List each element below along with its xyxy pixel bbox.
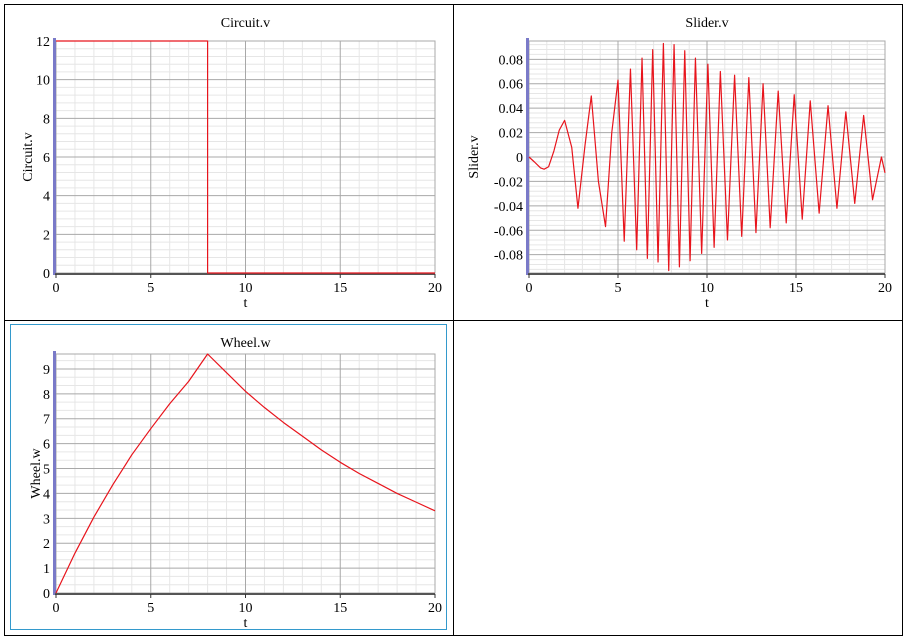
wheel-w-y-axis-label: Wheel.w bbox=[29, 448, 44, 499]
plot-cell-circuit-v[interactable]: Circuit.v 0 5 10 15 20 0 2 4 6 8 10 12 t Circuit.v bbox=[5, 5, 454, 321]
circuit-v-y-tick-label: 4 bbox=[43, 190, 50, 205]
circuit-v-y-axis-bar bbox=[53, 38, 56, 275]
wheel-w-y-tick-label: 4 bbox=[43, 487, 50, 502]
wheel-w-x-tick-label: 15 bbox=[333, 601, 347, 616]
wheel-w-y-tick-label: 1 bbox=[43, 562, 50, 577]
wheel-w-x-tick-label: 10 bbox=[239, 601, 253, 616]
plot-cell-empty[interactable] bbox=[454, 321, 902, 635]
wheel-w-x-tick-label: 20 bbox=[428, 601, 442, 616]
circuit-v-x-tick-label: 20 bbox=[428, 281, 442, 296]
wheel-w-y-axis-bar bbox=[53, 351, 56, 595]
slider-v-y-tick-label: 0.08 bbox=[499, 53, 524, 68]
slider-v-x-tick-label: 15 bbox=[789, 281, 803, 296]
circuit-v-y-tick-label: 2 bbox=[43, 228, 50, 243]
slider-v-x-tick-label: 5 bbox=[615, 281, 622, 296]
circuit-v-y-axis-label: Circuit.v bbox=[21, 132, 36, 181]
slider-v-x-tick-label: 20 bbox=[878, 281, 892, 296]
circuit-v-x-axis-label: t bbox=[244, 296, 248, 311]
circuit-v-series-line bbox=[56, 40, 435, 274]
slider-v-y-tick-label: 0 bbox=[516, 151, 523, 166]
circuit-v-x-tick-label: 5 bbox=[147, 281, 154, 296]
circuit-v-x-tick-label: 0 bbox=[53, 281, 60, 296]
slider-v-y-axis-label: Slider.v bbox=[467, 135, 482, 178]
wheel-w-y-tick-label: 3 bbox=[43, 512, 50, 527]
circuit-v-chart[interactable]: Circuit.v 0 5 10 15 20 0 2 4 6 8 10 12 t Circuit.v bbox=[5, 5, 454, 321]
circuit-v-y-tick-label: 6 bbox=[43, 151, 50, 166]
wheel-w-x-tick-label: 5 bbox=[147, 601, 154, 616]
slider-v-chart[interactable]: Slider.v 0 5 10 15 20 -0.08 -0.06 -0.04 -0.02 0 0.0… bbox=[454, 5, 902, 321]
circuit-v-y-tick-label: 12 bbox=[36, 35, 50, 50]
wheel-w-title: Wheel.w bbox=[220, 336, 271, 351]
circuit-v-y-tick-label: 8 bbox=[43, 112, 50, 127]
plot-cell-wheel-w[interactable]: Wheel.w 0 5 10 15 20 0 1 2 3 4 5 6 7 8 9 t Wheel.w bbox=[5, 321, 454, 635]
wheel-w-y-tick-label: 0 bbox=[43, 587, 50, 602]
wheel-w-y-tick-label: 9 bbox=[43, 363, 50, 378]
circuit-v-x-tick-label: 15 bbox=[333, 281, 347, 296]
wheel-w-y-tick-label: 8 bbox=[43, 388, 50, 403]
plot-cell-slider-v[interactable]: Slider.v 0 5 10 15 20 -0.08 -0.06 -0.04 -0.02 0 0.0… bbox=[454, 5, 902, 321]
slider-v-x-tick-label: 0 bbox=[526, 281, 533, 296]
wheel-w-x-axis-label: t bbox=[244, 616, 248, 631]
circuit-v-title: Circuit.v bbox=[221, 16, 270, 31]
slider-v-y-tick-label: -0.06 bbox=[494, 224, 523, 239]
slider-v-x-axis-label: t bbox=[705, 296, 709, 311]
circuit-v-y-tick-label: 10 bbox=[36, 74, 50, 89]
wheel-w-y-tick-label: 6 bbox=[43, 438, 50, 453]
circuit-v-y-tick-label: 0 bbox=[43, 267, 50, 282]
slider-v-x-tick-label: 10 bbox=[700, 281, 714, 296]
slider-v-title: Slider.v bbox=[685, 16, 728, 31]
wheel-w-y-tick-label: 5 bbox=[43, 463, 50, 478]
slider-v-y-tick-label: -0.02 bbox=[494, 175, 523, 190]
slider-v-y-tick-label: 0.02 bbox=[499, 127, 524, 142]
wheel-w-y-tick-label: 2 bbox=[43, 537, 50, 552]
slider-v-y-tick-label: 0.06 bbox=[499, 78, 524, 93]
wheel-w-x-tick-label: 0 bbox=[53, 601, 60, 616]
plot-grid-frame: Circuit.v 0 5 10 15 20 0 2 4 6 8 10 12 t Circuit.v Sli… bbox=[4, 4, 903, 636]
wheel-w-chart[interactable]: Wheel.w 0 5 10 15 20 0 1 2 3 4 5 6 7 8 9 t Wheel.w bbox=[5, 321, 454, 635]
wheel-w-y-tick-label: 7 bbox=[43, 413, 50, 428]
slider-v-y-tick-label: -0.08 bbox=[494, 249, 523, 264]
slider-v-series-line bbox=[528, 42, 886, 272]
wheel-w-series-line bbox=[55, 353, 436, 594]
circuit-v-x-tick-label: 10 bbox=[239, 281, 253, 296]
slider-v-y-axis-bar bbox=[526, 38, 529, 275]
slider-v-y-tick-label: -0.04 bbox=[494, 200, 523, 215]
slider-v-y-tick-label: 0.04 bbox=[499, 102, 524, 117]
